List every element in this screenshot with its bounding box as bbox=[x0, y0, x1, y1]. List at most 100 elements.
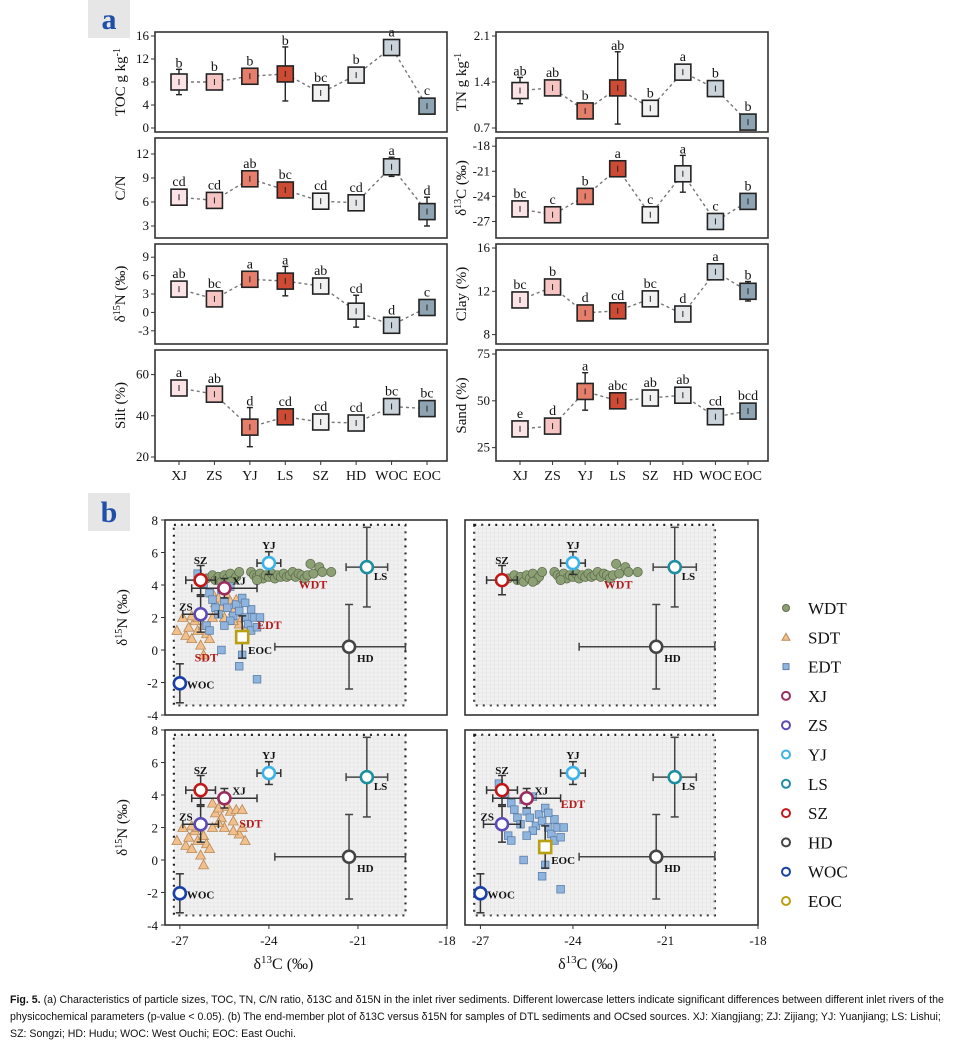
edt-point bbox=[208, 595, 217, 604]
legend-item-wdt: WDT bbox=[782, 599, 847, 618]
legend-label: XJ bbox=[808, 687, 827, 706]
y-tick-label: -4 bbox=[147, 708, 158, 723]
y-tick-label: -2 bbox=[147, 676, 158, 691]
source-label: WOC bbox=[487, 889, 515, 901]
y-tick-label: 0.7 bbox=[474, 120, 491, 135]
significance-letter: d bbox=[679, 292, 686, 307]
source-label: SZ bbox=[495, 555, 508, 567]
source-marker bbox=[172, 886, 188, 901]
edt-point bbox=[544, 808, 553, 818]
x-tick-label: -27 bbox=[171, 933, 189, 948]
source-marker bbox=[341, 849, 357, 865]
figure-caption: Fig. 5. (a) Characteristics of particle … bbox=[10, 992, 945, 1043]
legend-label: EDT bbox=[808, 658, 842, 677]
wdt-point bbox=[623, 567, 634, 578]
legend-item-woc: WOC bbox=[781, 863, 848, 882]
source-ls: LS bbox=[652, 526, 698, 608]
source-sz: SZ bbox=[485, 765, 519, 806]
significance-letter: cd bbox=[350, 181, 363, 196]
legend-item-sz: SZ bbox=[781, 804, 828, 823]
source-marker bbox=[494, 572, 510, 588]
y-tick-label: 6 bbox=[152, 546, 159, 561]
significance-letter: b bbox=[211, 60, 218, 75]
plot-d15n: -3 0 3 6 9 δ15N (‰) ab bc a a ab cd d c bbox=[112, 243, 448, 345]
y-tick-label: 8 bbox=[152, 723, 159, 738]
legend-item-edt: EDT bbox=[782, 658, 842, 677]
x-tick-label: WOC bbox=[375, 469, 408, 484]
legend-item-eoc: EOC bbox=[781, 892, 842, 911]
source-marker bbox=[473, 886, 488, 901]
edt-point bbox=[235, 662, 244, 671]
edt-point bbox=[525, 813, 534, 822]
significance-letter: ab bbox=[208, 372, 221, 387]
x-tick-label: YJ bbox=[577, 469, 593, 484]
significance-letter: bc bbox=[420, 387, 433, 402]
edt-point bbox=[537, 816, 547, 826]
y-tick-label: 1.4 bbox=[474, 74, 491, 89]
source-zs: ZS bbox=[481, 805, 522, 843]
x-tick-label: LS bbox=[610, 469, 626, 484]
group-label-sdt: SDT bbox=[195, 650, 218, 664]
significance-letter: a bbox=[388, 144, 395, 159]
x-tick-label: -18 bbox=[438, 933, 455, 948]
source-marker bbox=[667, 559, 683, 575]
significance-letter: b bbox=[246, 54, 253, 69]
sdt-point bbox=[194, 849, 207, 860]
wdt-point bbox=[527, 576, 538, 587]
y-axis-label: δ15N (‰) bbox=[112, 266, 130, 323]
panel-a-label: a bbox=[102, 3, 117, 36]
significance-letter: bc bbox=[385, 385, 398, 400]
legend-item-yj: YJ bbox=[781, 746, 827, 765]
sdt-point bbox=[180, 839, 192, 850]
y-tick-label: 3 bbox=[143, 218, 150, 233]
sdt-point bbox=[171, 624, 183, 635]
plot-clay: 8 12 16 Clay (%) bc b d cd bc d a b bbox=[454, 240, 769, 345]
plot-frame bbox=[495, 243, 769, 345]
legend-marker bbox=[781, 866, 791, 877]
significance-letter: ab bbox=[314, 264, 327, 279]
significance-letter: a bbox=[388, 26, 395, 41]
y-tick-label: 0 bbox=[143, 304, 150, 319]
source-marker bbox=[648, 639, 664, 655]
scatter-subplot-all: -4 -2 0 2 4 6 8 δ15N (‰) XJ ZS YJ LS SZ HD WOC EOC WDT SD… bbox=[114, 513, 448, 723]
y-tick-label: 40 bbox=[136, 408, 149, 423]
legend-item-hd: HD bbox=[781, 833, 833, 852]
source-label: EOC bbox=[248, 645, 272, 657]
legend-label: SDT bbox=[808, 628, 841, 647]
x-axis-label: δ13C (‰) bbox=[558, 954, 618, 973]
sdt-point bbox=[236, 821, 248, 832]
scatter-subplot-wdt: YJ LS SZ HD WDT bbox=[464, 519, 759, 716]
sdt-point bbox=[197, 649, 210, 660]
legend-marker bbox=[781, 808, 791, 819]
significance-letter: cd bbox=[279, 395, 292, 410]
source-marker bbox=[565, 765, 581, 781]
legend-label: ZS bbox=[808, 716, 828, 735]
significance-letter: b bbox=[745, 100, 752, 115]
y-tick-label: -3 bbox=[138, 323, 149, 338]
source-eoc: EOC bbox=[234, 615, 272, 659]
significance-letter: bc bbox=[513, 187, 526, 202]
wdt-point bbox=[317, 567, 328, 578]
source-marker bbox=[359, 769, 375, 785]
source-label: SZ bbox=[495, 765, 508, 777]
source-label: HD bbox=[357, 653, 374, 665]
x-tick-label: ZS bbox=[544, 469, 560, 484]
y-tick-label: 4 bbox=[143, 97, 150, 112]
wdt-point bbox=[555, 575, 566, 586]
significance-letter: d bbox=[582, 291, 589, 306]
source-ls: LS bbox=[345, 736, 389, 818]
significance-letter: c bbox=[549, 193, 555, 208]
significance-letter: b bbox=[176, 56, 183, 71]
source-xj: XJ bbox=[190, 785, 258, 809]
y-tick-label: -27 bbox=[473, 213, 491, 228]
significance-letter: a bbox=[680, 142, 687, 157]
sdt-point bbox=[206, 821, 219, 832]
x-tick-label: -21 bbox=[349, 933, 366, 948]
y-tick-label: 60 bbox=[136, 367, 149, 382]
source-marker bbox=[172, 676, 188, 691]
y-tick-label: 25 bbox=[477, 440, 490, 455]
plot-frame bbox=[154, 137, 448, 239]
x-tick-label: YJ bbox=[242, 469, 258, 484]
edt-point bbox=[255, 613, 265, 622]
